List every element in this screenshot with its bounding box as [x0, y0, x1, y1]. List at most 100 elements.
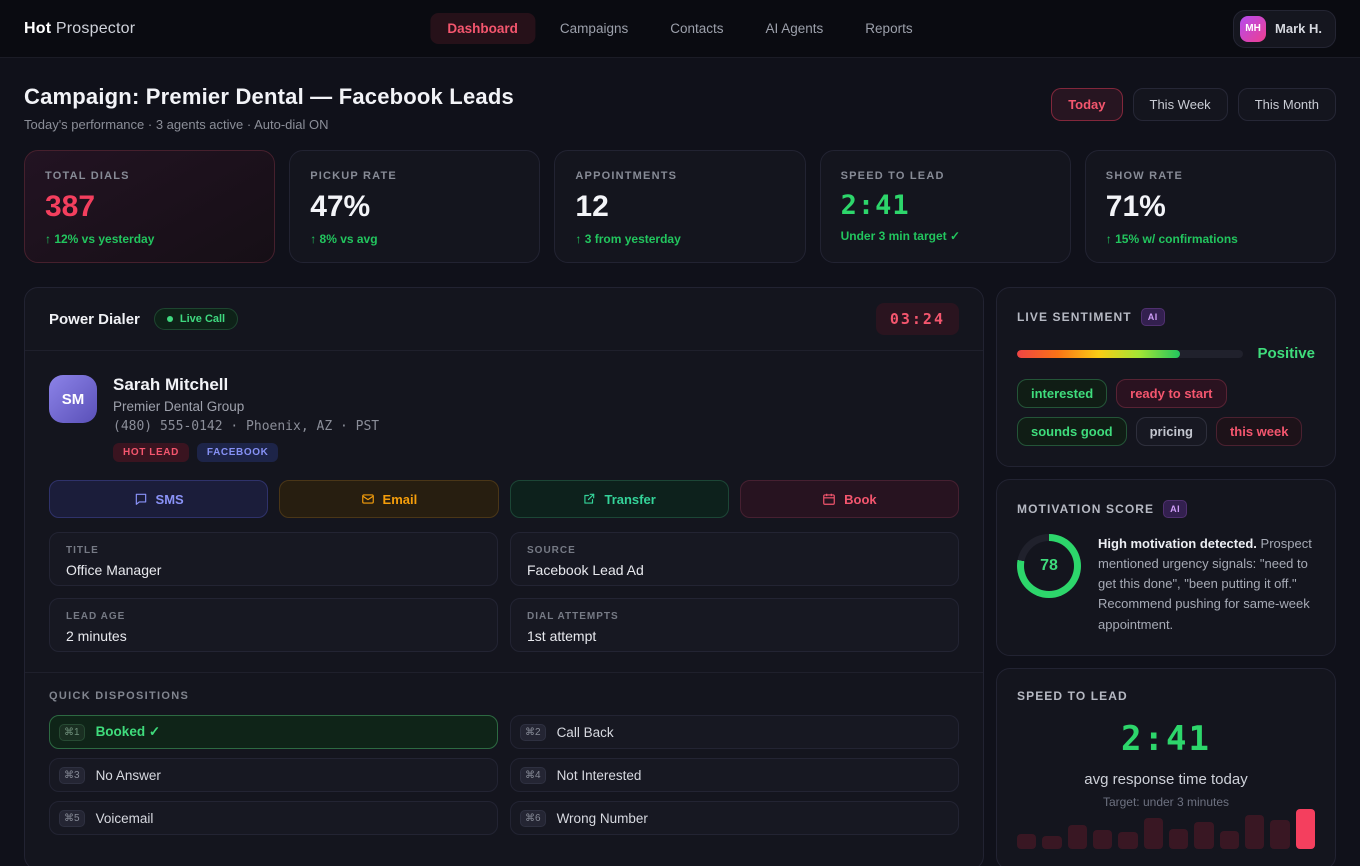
motivation-heading: MOTIVATION SCORE — [1017, 502, 1155, 516]
lead-fields: TITLE Office Manager SOURCE Facebook Lea… — [49, 532, 959, 652]
hotkey-badge: ⌘1 — [59, 723, 85, 741]
sms-label: SMS — [155, 491, 184, 507]
kpi-note: Under 3 min target ✓ — [840, 229, 961, 243]
transfer-button[interactable]: Transfer — [509, 480, 729, 518]
top-nav: Hot Prospector Dashboard Campaigns Conta… — [0, 0, 1360, 58]
nav-item-dashboard[interactable]: Dashboard — [430, 13, 535, 44]
brand-bold: Hot — [24, 19, 52, 37]
field-title: TITLE Office Manager — [49, 532, 498, 586]
field-label: LEAD AGE — [66, 611, 126, 622]
nav-item-contacts[interactable]: Contacts — [653, 13, 740, 44]
disposition-call-back[interactable]: ⌘2 Call Back — [510, 715, 959, 749]
kpi-card-speed-to-lead: SPEED TO LEAD 2:41 Under 3 min target ✓ — [819, 150, 1071, 263]
field-value: 1st attempt — [527, 628, 597, 644]
right-sidebar: LIVE SENTIMENT AI Positive interested re… — [996, 287, 1336, 866]
range-week-button[interactable]: This Week — [1132, 88, 1228, 121]
nav-links: Dashboard Campaigns Contacts AI Agents R… — [430, 13, 929, 44]
book-label: Book — [844, 491, 877, 507]
sentiment-track — [1017, 349, 1244, 358]
dialer-title: Power Dialer — [49, 310, 140, 328]
motivation-content: 78 High motivation detected. Prospect me… — [1017, 534, 1315, 635]
brand-logo: Hot Prospector — [24, 20, 135, 38]
kpi-value: 2:41 — [840, 190, 910, 221]
contact-name: Sarah Mitchell — [113, 375, 229, 394]
kpi-label: SHOW RATE — [1105, 170, 1183, 182]
kpi-note: ↑ 3 from yesterday — [575, 232, 681, 246]
nav-item-ai-agents[interactable]: AI Agents — [749, 13, 841, 44]
bar — [1194, 821, 1214, 849]
disposition-not-interested[interactable]: ⌘4 Not Interested — [510, 758, 959, 792]
bar — [1219, 830, 1239, 849]
contact-actions: SMS Email Transfer Book — [49, 480, 959, 518]
quick-dispositions-heading: QUICK DISPOSITIONS — [49, 690, 190, 702]
kpi-label: APPOINTMENTS — [575, 170, 678, 182]
disposition-booked[interactable]: ⌘1 Booked ✓ — [49, 715, 498, 749]
tag-ready-to-start: ready to start — [1116, 379, 1227, 408]
motivation-ring: 78 — [1017, 534, 1081, 598]
contact-badges: HOT LEAD FACEBOOK — [113, 443, 379, 462]
sms-button[interactable]: SMS — [49, 480, 269, 518]
hotkey-badge: ⌘2 — [520, 723, 546, 741]
book-button[interactable]: Book — [739, 480, 959, 518]
kpi-card-show-rate: SHOW RATE 71% ↑ 15% w/ confirmations — [1084, 150, 1336, 263]
speed-header: SPEED TO LEAD — [1017, 689, 1315, 703]
kpi-row: TOTAL DIALS 387 ↑ 12% vs yesterday PICKU… — [24, 150, 1336, 263]
live-call-badge: Live Call — [153, 308, 239, 330]
motivation-body: Prospect mentioned urgency signals: "nee… — [1098, 536, 1312, 632]
brand-rest: Prospector — [51, 19, 136, 37]
nav-item-campaigns[interactable]: Campaigns — [543, 13, 645, 44]
range-toggle: Today This Week This Month — [1051, 88, 1336, 121]
page-title: Campaign: Premier Dental — Facebook Lead… — [24, 84, 514, 109]
tag-this-week: this week — [1215, 417, 1303, 446]
sentiment-heading: LIVE SENTIMENT — [1017, 310, 1132, 324]
speed-caption: avg response time today — [1084, 770, 1248, 788]
contact-phone: (480) 555-0142 · Phoenix, AZ · PST — [113, 419, 380, 434]
kpi-value: 71% — [1105, 190, 1166, 223]
field-source: SOURCE Facebook Lead Ad — [510, 532, 959, 586]
tag-pricing: pricing — [1135, 417, 1207, 446]
range-month-button[interactable]: This Month — [1237, 88, 1336, 121]
main-area: Power Dialer Live Call 03:24 SM Sarah Mi… — [24, 287, 1336, 866]
dialer-header: Power Dialer Live Call 03:24 — [25, 288, 983, 351]
live-call-label: Live Call — [179, 313, 226, 325]
disposition-voicemail[interactable]: ⌘5 Voicemail — [49, 801, 498, 835]
live-sentiment-panel: LIVE SENTIMENT AI Positive interested re… — [996, 287, 1336, 467]
range-today-button[interactable]: Today — [1051, 88, 1123, 121]
bar-highlight — [1295, 808, 1315, 849]
disposition-label: Booked ✓ — [95, 724, 161, 739]
email-button[interactable]: Email — [279, 480, 499, 518]
kpi-label: SPEED TO LEAD — [840, 170, 945, 182]
nav-item-reports[interactable]: Reports — [848, 13, 929, 44]
sentiment-fill — [1017, 349, 1181, 358]
kpi-note: ↑ 8% vs avg — [310, 232, 378, 246]
kpi-card-pickup-rate: PICKUP RATE 47% ↑ 8% vs avg — [289, 150, 541, 263]
hotkey-badge: ⌘6 — [520, 809, 546, 827]
speed-value: 2:41 — [1121, 718, 1211, 759]
title-block: Campaign: Premier Dental — Facebook Lead… — [24, 84, 514, 132]
field-label: SOURCE — [527, 545, 576, 556]
email-label: Email — [382, 491, 418, 507]
dialer-body: SM Sarah Mitchell Premier Dental Group (… — [25, 351, 983, 652]
field-value: Office Manager — [66, 562, 162, 578]
kpi-label: TOTAL DIALS — [45, 170, 130, 182]
user-menu[interactable]: MH Mark H. — [1233, 9, 1336, 48]
ai-badge: AI — [1163, 500, 1188, 518]
field-label: TITLE — [66, 545, 99, 556]
live-dot-icon — [166, 316, 173, 322]
bar — [1092, 829, 1113, 849]
disposition-label: Wrong Number — [556, 810, 648, 826]
motivation-lead: High motivation detected. — [1098, 536, 1257, 551]
field-lead-age: LEAD AGE 2 minutes — [49, 598, 498, 652]
tag-interested: interested — [1017, 379, 1108, 408]
field-value: Facebook Lead Ad — [527, 562, 644, 578]
facebook-badge: FACEBOOK — [196, 443, 279, 462]
speed-to-lead-panel: SPEED TO LEAD 2:41 avg response time tod… — [996, 667, 1336, 866]
disposition-no-answer[interactable]: ⌘3 No Answer — [49, 758, 498, 792]
call-timer: 03:24 — [875, 303, 959, 335]
hotkey-badge: ⌘5 — [59, 809, 85, 827]
field-dial-attempts: DIAL ATTEMPTS 1st attempt — [510, 598, 959, 652]
kpi-card-total-dials: TOTAL DIALS 387 ↑ 12% vs yesterday — [24, 150, 276, 263]
transfer-label: Transfer — [604, 491, 656, 507]
contact-card: SM Sarah Mitchell Premier Dental Group (… — [49, 375, 959, 462]
disposition-wrong-number[interactable]: ⌘6 Wrong Number — [510, 801, 959, 835]
